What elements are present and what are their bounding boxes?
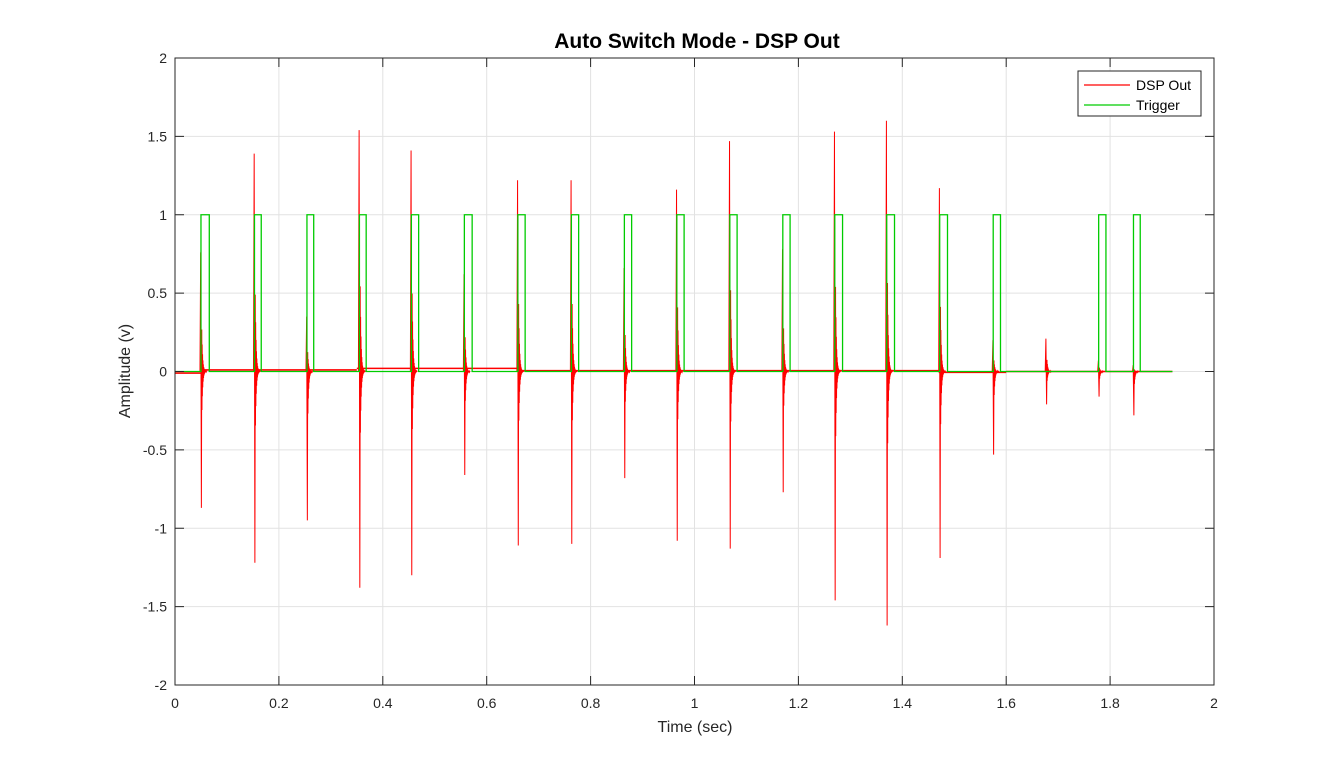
dsp-out-spike <box>305 316 313 521</box>
x-tick-label: 0.6 <box>477 695 497 711</box>
y-axis-label: Amplitude (v) <box>117 324 134 418</box>
y-tick-label: -1 <box>155 520 168 536</box>
series-layer <box>175 120 1173 626</box>
dsp-out-spike <box>728 141 737 549</box>
legend: DSP Out Trigger <box>1077 70 1202 117</box>
legend-label-trigger: Trigger <box>1136 97 1180 113</box>
dsp-out-spike <box>252 153 261 563</box>
dsp-out-spike <box>885 120 893 626</box>
x-axis-label: Time (sec) <box>658 719 733 736</box>
dsp-out-spike <box>569 180 578 544</box>
x-tick-label: 0.8 <box>581 695 601 711</box>
y-tick-label: -1.5 <box>143 599 167 615</box>
dsp-out-spike <box>991 340 1000 455</box>
tick-labels: 0 0.2 0.4 0.6 0.8 1 1.2 1.4 1.6 1.8 2 -2 -1.5 -1 -0.5 0… <box>143 50 1218 711</box>
x-tick-label: 1.4 <box>893 695 913 711</box>
dsp-out-spike <box>938 188 946 559</box>
dsp-out-spike <box>1097 360 1105 397</box>
dsp-out-spike <box>781 249 789 493</box>
x-tick-label: 1.8 <box>1100 695 1120 711</box>
x-tick-label: 2 <box>1210 695 1218 711</box>
dsp-out-spike <box>833 131 841 601</box>
y-tick-label: 1 <box>159 207 167 223</box>
ticks <box>174 57 1215 686</box>
x-tick-label: 1.6 <box>996 695 1016 711</box>
y-tick-label: -2 <box>155 677 168 693</box>
dsp-out-spike <box>622 268 631 479</box>
dsp-out-spike <box>675 189 683 541</box>
dsp-out-spike <box>199 252 208 508</box>
legend-label-dsp-out: DSP Out <box>1136 77 1191 93</box>
x-tick-label: 0 <box>171 695 179 711</box>
x-tick-label: 0.2 <box>269 695 289 711</box>
y-tick-label: 0 <box>159 364 167 380</box>
dsp-out-spike <box>462 274 471 475</box>
dsp-out-spike <box>1131 365 1140 416</box>
y-tick-label: 2 <box>159 50 167 66</box>
dsp-out-spike <box>516 180 525 546</box>
x-tick-label: 1 <box>691 695 699 711</box>
dsp-out-spike <box>357 130 366 588</box>
x-tick-label: 0.4 <box>373 695 393 711</box>
trigger-line <box>175 214 1173 373</box>
legend-box <box>1077 70 1202 117</box>
x-tick-label: 1.2 <box>789 695 809 711</box>
y-tick-label: 0.5 <box>148 285 168 301</box>
dsp-out-spike <box>409 150 418 576</box>
chart-title: Auto Switch Mode - DSP Out <box>554 30 839 53</box>
y-tick-label: -0.5 <box>143 442 167 458</box>
y-tick-label: 1.5 <box>148 128 168 144</box>
